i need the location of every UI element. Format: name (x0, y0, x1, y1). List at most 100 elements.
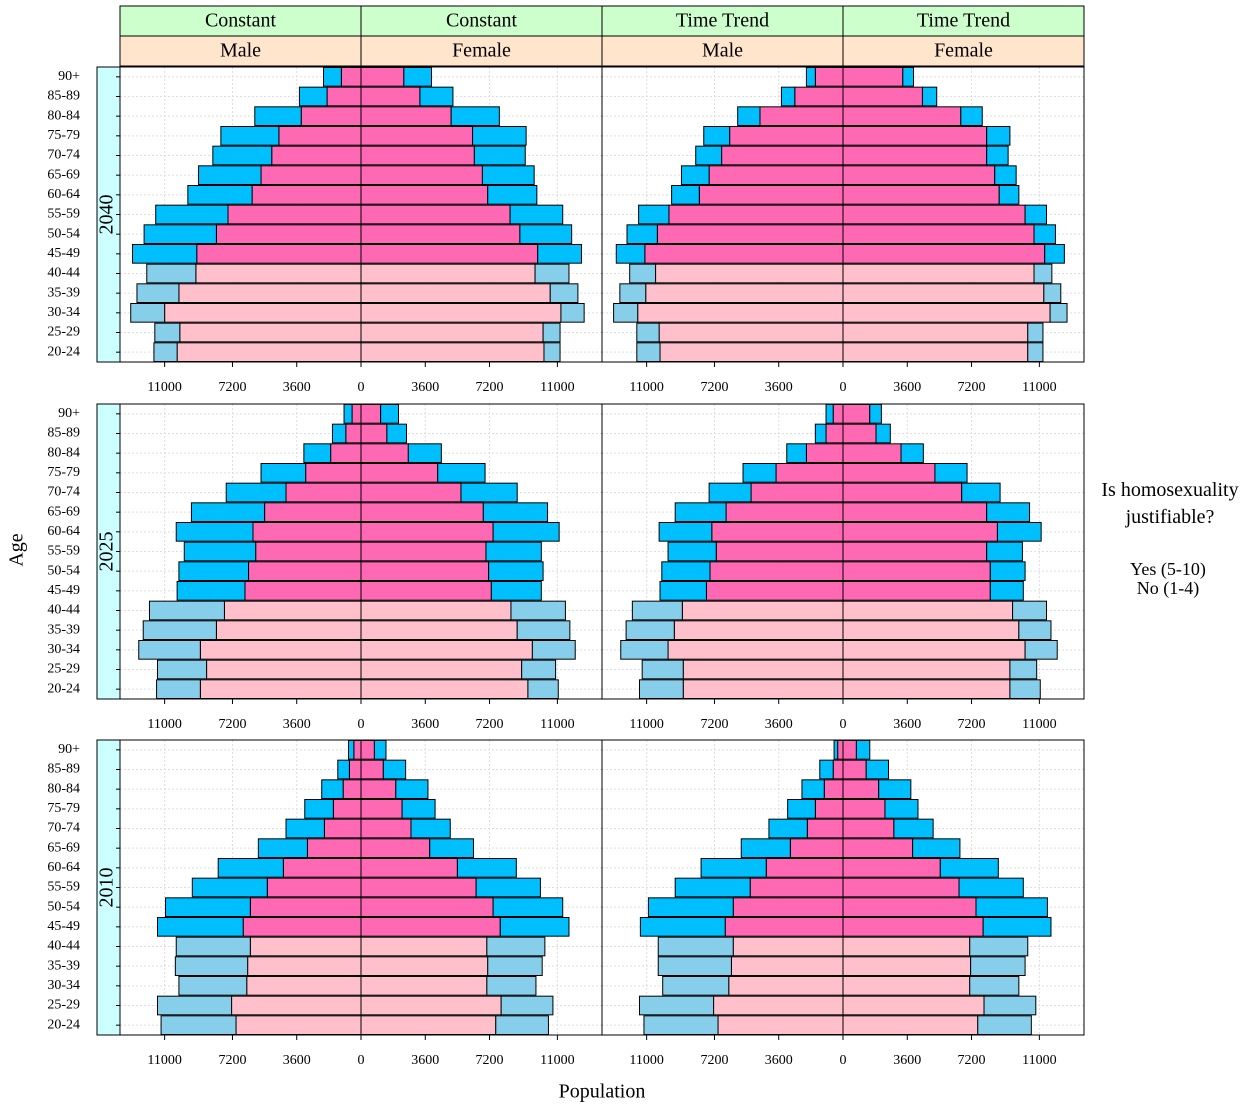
yes-bar (360, 303, 562, 323)
no-bar (382, 759, 407, 780)
yes-bar (842, 342, 1029, 363)
yes-bar (353, 740, 362, 760)
yes-bar (842, 482, 963, 503)
no-bar (456, 858, 517, 878)
yes-bar (837, 740, 844, 760)
y-tick-label: 60-64 (47, 860, 80, 875)
yes-bar (199, 679, 362, 699)
yes-bar (242, 917, 362, 937)
yes-bar (759, 106, 844, 127)
yes-bar (360, 838, 431, 858)
no-bar (212, 145, 273, 166)
no-bar (395, 779, 429, 799)
yes-bar (842, 443, 902, 464)
no-bar (303, 443, 332, 464)
no-bar (657, 956, 732, 976)
yes-bar (360, 877, 477, 898)
yes-bar (340, 67, 362, 87)
no-bar (160, 1015, 237, 1035)
yes-bar (360, 67, 405, 87)
no-bar (1009, 659, 1038, 680)
no-bar (833, 740, 839, 760)
x-tick-label: 7200 (958, 1053, 986, 1068)
yes-bar (223, 600, 362, 621)
yes-bar (728, 976, 844, 996)
no-bar (386, 423, 408, 444)
yes-bar (360, 463, 439, 483)
yes-bar (360, 522, 494, 542)
no-bar (819, 759, 834, 780)
yes-bar (360, 126, 474, 146)
year-label: 2040 (96, 195, 118, 235)
yes-bar (842, 838, 914, 858)
yes-bar (255, 541, 362, 562)
x-tick-label: 11000 (629, 380, 663, 395)
no-bar (516, 620, 571, 640)
no-bar (165, 897, 251, 917)
no-bar (175, 936, 251, 957)
no-bar (884, 799, 919, 819)
no-bar (473, 145, 526, 166)
yes-bar (823, 779, 844, 799)
no-bar (619, 283, 647, 304)
no-bar (143, 224, 217, 244)
yes-bar (264, 502, 362, 523)
no-bar (975, 897, 1048, 917)
y-tick-label: 40-44 (47, 939, 80, 954)
no-bar (534, 263, 570, 284)
yes-bar (842, 956, 972, 976)
no-bar (662, 976, 730, 996)
yes-bar (348, 759, 362, 780)
no-bar (912, 838, 961, 858)
yes-bar (360, 561, 490, 581)
y-tick-label: 85-89 (47, 426, 80, 441)
no-bar (285, 818, 325, 839)
no-bar (1033, 224, 1056, 244)
yes-bar (732, 936, 844, 957)
no-bar (429, 838, 474, 858)
yes-bar (842, 799, 886, 819)
x-tick-label: 11000 (540, 717, 574, 732)
yes-bar (842, 679, 1011, 699)
no-bar (994, 165, 1017, 185)
no-bar (191, 877, 268, 898)
no-bar (667, 541, 717, 562)
no-bar (1027, 342, 1044, 363)
y-tick-label: 85-89 (47, 89, 80, 104)
yes-bar (709, 561, 844, 581)
x-tick-label: 0 (840, 380, 847, 395)
x-tick-label: 3600 (283, 717, 311, 732)
y-tick-label: 65-69 (47, 504, 80, 519)
no-bar (921, 86, 938, 107)
panel-border (842, 66, 1085, 363)
no-bar (661, 561, 711, 581)
yes-bar (360, 858, 458, 878)
no-bar (780, 86, 796, 107)
no-bar (1018, 620, 1052, 640)
y-tick-label: 50-54 (47, 899, 80, 914)
yes-bar (360, 244, 539, 264)
yes-bar (842, 263, 1035, 284)
no-bar (1024, 204, 1048, 225)
no-bar (220, 126, 280, 146)
yes-bar (713, 995, 844, 1016)
yes-bar (251, 185, 362, 205)
no-bar (130, 303, 166, 323)
no-bar (961, 482, 1001, 503)
scenario-strip (119, 5, 362, 37)
no-bar (176, 581, 246, 601)
no-bar (659, 581, 707, 601)
yes-bar (842, 86, 923, 107)
y-tick-label: 45-49 (47, 919, 80, 934)
no-bar (156, 917, 244, 937)
no-bar (768, 818, 808, 839)
y-tick-label: 20-24 (47, 681, 80, 696)
no-bar (998, 185, 1020, 205)
no-bar (629, 263, 657, 284)
legend-title: Is homosexuality justifiable? (1101, 479, 1239, 528)
x-tick-label: 7200 (218, 1053, 246, 1068)
yes-bar (330, 443, 362, 464)
no-bar (700, 858, 767, 878)
no-bar (460, 482, 518, 503)
